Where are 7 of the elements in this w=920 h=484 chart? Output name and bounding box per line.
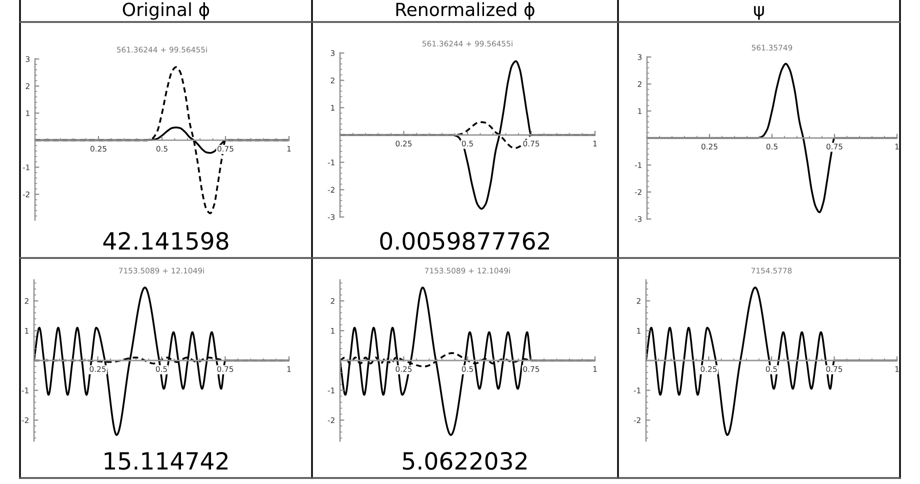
chart-title: ψ [754, 6, 764, 20]
chart-title: Renormalized ϕ [396, 2, 534, 20]
text: 5.0622032 [402, 452, 526, 470]
chart-title: Original ϕ [122, 2, 210, 20]
text: 15.114742 [104, 452, 228, 470]
text: 42.141598 [103, 232, 228, 250]
text: 0.0059877762 [380, 232, 550, 250]
